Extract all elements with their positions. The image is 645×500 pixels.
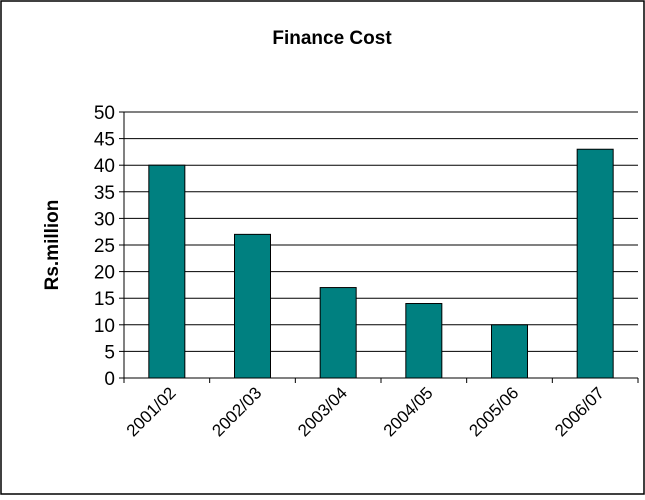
y-tick-label: 40 [94, 156, 115, 177]
y-tick-label: 15 [94, 289, 115, 310]
y-axis-ticks: 0 5 10 15 20 25 30 35 40 45 50 [94, 103, 124, 390]
y-axis-label: Rs.million [42, 200, 63, 291]
bar-2004-05 [405, 303, 443, 379]
bar-2006-07 [576, 148, 614, 379]
gridlines [124, 111, 638, 352]
y-tick-label: 20 [94, 263, 115, 284]
bar-2002-03 [234, 233, 271, 379]
bars [148, 148, 614, 379]
y-tick-label: 30 [94, 209, 115, 230]
y-tick-label: 45 [94, 130, 115, 151]
chart-title: Finance Cost [272, 28, 392, 49]
bar-2003-04 [319, 287, 357, 379]
y-tick-label: 25 [94, 236, 115, 257]
bar-2001-02 [148, 164, 186, 379]
y-tick-label: 10 [94, 316, 115, 337]
y-tick-label: 5 [104, 342, 115, 363]
bar-2005-06 [491, 324, 528, 379]
y-tick-label: 0 [104, 369, 115, 390]
y-tick-label: 50 [94, 103, 115, 124]
y-tick-label: 35 [94, 183, 115, 204]
